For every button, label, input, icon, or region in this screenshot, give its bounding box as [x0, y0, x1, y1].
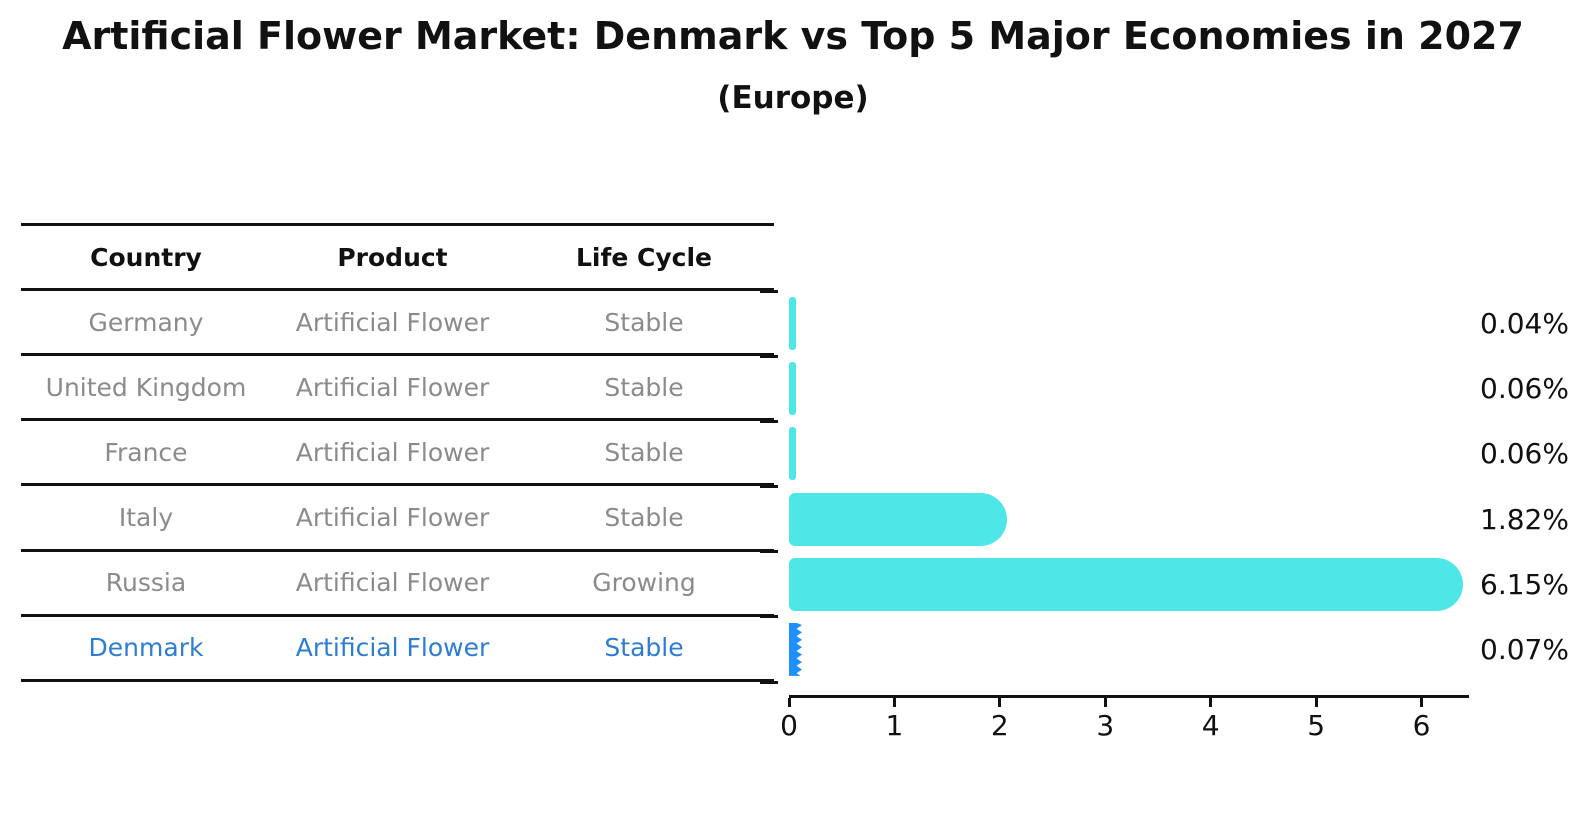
bar-row-russia — [789, 552, 1469, 617]
product-cell: Artificial Flower — [295, 307, 490, 337]
country-cell: United Kingdom — [45, 372, 247, 402]
country-cell: France — [104, 437, 188, 467]
x-tick-label: 3 — [1096, 709, 1115, 742]
table-row: France Artificial Flower Stable — [21, 421, 774, 487]
chart-subtitle: (Europe) — [717, 80, 869, 116]
table-row: United Kingdom Artificial Flower Stable — [21, 356, 774, 422]
product-cell: Artificial Flower — [295, 437, 490, 467]
y-tick — [760, 550, 778, 554]
product-cell: Artificial Flower — [295, 503, 490, 533]
x-tick-mark — [787, 698, 791, 707]
x-axis: 0 1 2 3 4 5 6 — [780, 695, 1469, 745]
life-cycle-cell: Stable — [604, 633, 684, 663]
y-tick — [760, 615, 778, 619]
value-label-france: 0.06% — [1480, 437, 1569, 471]
life-cycle-cell: Stable — [604, 372, 684, 402]
country-table: Country Product Life Cycle Germany Artif… — [21, 223, 774, 682]
column-header-product: Product — [337, 242, 448, 272]
bar-france — [789, 427, 796, 481]
value-label-united-kingdom: 0.06% — [1480, 372, 1569, 406]
value-label-italy: 1.82% — [1480, 502, 1569, 536]
y-tick — [760, 289, 778, 293]
x-tick-label: 5 — [1307, 709, 1326, 742]
life-cycle-cell: Stable — [604, 307, 684, 337]
x-tick-label: 4 — [1201, 709, 1220, 742]
country-cell: Germany — [88, 307, 204, 337]
x-tick-mark — [1314, 698, 1318, 707]
y-tick — [760, 419, 778, 423]
value-label-denmark: 0.07% — [1480, 632, 1569, 666]
y-tick — [760, 354, 778, 358]
x-tick-label: 6 — [1412, 709, 1431, 742]
x-tick-label: 1 — [885, 709, 904, 742]
x-axis-line — [789, 695, 1469, 698]
product-cell: Artificial Flower — [295, 568, 490, 598]
life-cycle-cell: Stable — [604, 503, 684, 533]
bar-row-united-kingdom — [789, 356, 1469, 421]
table-row: Italy Artificial Flower Stable — [21, 486, 774, 552]
bar-germany — [789, 297, 796, 351]
value-label-germany: 0.04% — [1480, 307, 1569, 341]
bar-italy — [789, 492, 1007, 546]
column-header-country: Country — [90, 242, 202, 272]
bar-row-italy — [789, 486, 1469, 551]
bar-russia — [789, 557, 1464, 611]
x-tick-label: 0 — [780, 709, 798, 742]
table-row: Germany Artificial Flower Stable — [21, 291, 774, 357]
x-tick-mark — [1420, 698, 1424, 707]
x-tick-label: 2 — [990, 709, 1009, 742]
product-cell: Artificial Flower — [295, 633, 490, 663]
country-cell: Russia — [105, 568, 187, 598]
bar-united-kingdom — [789, 362, 796, 416]
value-labels: 0.04% 0.06% 0.06% 1.82% 6.15% 0.07% — [1480, 291, 1586, 682]
x-tick-mark — [1209, 698, 1213, 707]
bar-row-denmark — [789, 617, 1469, 682]
bar-row-france — [789, 421, 1469, 486]
country-cell: Denmark — [88, 633, 204, 663]
life-cycle-cell: Stable — [604, 437, 684, 467]
x-tick-mark — [1103, 698, 1107, 707]
table-row-denmark-highlighted: Denmark Artificial Flower Stable — [21, 617, 774, 682]
bar-denmark-highlighted — [789, 622, 802, 676]
column-header-life-cycle: Life Cycle — [575, 242, 713, 272]
product-cell: Artificial Flower — [295, 372, 490, 402]
y-tick — [760, 485, 778, 488]
bar-row-germany — [789, 291, 1469, 356]
chart-title: Artificial Flower Market: Denmark vs Top… — [62, 14, 1524, 58]
table-header-row: Country Product Life Cycle — [21, 226, 774, 291]
y-tick — [760, 680, 778, 684]
country-cell: Italy — [118, 503, 174, 533]
bar-chart-area — [789, 291, 1469, 682]
table-row: Russia Artificial Flower Growing — [21, 552, 774, 617]
life-cycle-cell: Growing — [592, 568, 696, 598]
x-tick-mark — [892, 698, 896, 707]
x-tick-mark — [998, 698, 1002, 707]
value-label-russia: 6.15% — [1480, 567, 1569, 601]
